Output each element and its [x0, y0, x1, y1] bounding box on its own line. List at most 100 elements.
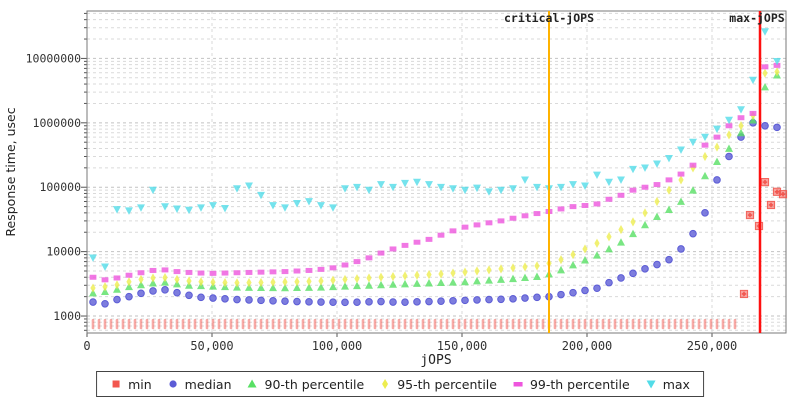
marker-max [101, 263, 109, 271]
marker-median [197, 293, 205, 302]
marker-p99 [185, 269, 193, 275]
marker-min [727, 318, 731, 330]
marker-max [461, 186, 469, 195]
marker-min [259, 318, 263, 330]
marker-min [523, 318, 527, 330]
marker-min [175, 318, 179, 330]
legend-marker-p99-icon [513, 382, 523, 387]
legend-marker-min [112, 380, 120, 388]
marker-max [509, 185, 517, 193]
marker-min [283, 318, 287, 330]
marker-p90 [629, 229, 637, 238]
marker-max [197, 204, 205, 212]
marker-max [473, 184, 481, 193]
marker-p95 [354, 274, 360, 284]
marker-p90 [317, 283, 325, 291]
marker-min [457, 318, 461, 330]
marker-median [101, 299, 109, 308]
marker-median [113, 295, 121, 304]
marker-min [109, 318, 113, 330]
marker-min [529, 318, 533, 330]
marker-p99 [257, 269, 265, 275]
marker-min [747, 212, 753, 218]
legend-marker-p99 [513, 382, 523, 387]
marker-p90 [389, 280, 397, 288]
marker-median [701, 209, 709, 217]
marker-p90 [341, 282, 349, 290]
annotation-label-critical-jops: critical-jOPS [504, 11, 594, 25]
marker-min [349, 318, 353, 330]
marker-p99 [701, 142, 709, 148]
marker-max [629, 165, 637, 174]
marker-min [355, 318, 359, 330]
marker-p99 [557, 206, 565, 212]
marker-p90 [701, 171, 709, 180]
marker-p90 [653, 212, 661, 220]
marker-max [341, 185, 349, 193]
marker-max [113, 206, 121, 214]
marker-p95 [510, 263, 516, 273]
marker-p95 [246, 278, 252, 288]
marker-max [137, 204, 145, 212]
marker-p95 [306, 276, 312, 286]
marker-p99 [761, 64, 769, 70]
marker-max [497, 186, 505, 195]
marker-p99 [365, 255, 373, 261]
marker-p90 [473, 276, 481, 285]
marker-min [415, 318, 419, 330]
marker-p90 [377, 280, 385, 289]
marker-median [329, 298, 337, 306]
marker-p95 [474, 266, 480, 276]
marker-median [521, 294, 529, 302]
series-p99 [89, 62, 781, 283]
marker-min [655, 318, 659, 330]
marker-max [305, 198, 313, 206]
marker-min [679, 318, 683, 330]
marker-max [401, 179, 409, 188]
marker-min [649, 318, 653, 330]
marker-min [583, 318, 587, 330]
marker-p99 [353, 259, 361, 265]
y-tick-label: 1000000 [33, 116, 82, 130]
marker-p95 [450, 268, 456, 278]
legend-marker-max [646, 380, 656, 389]
marker-median [161, 286, 169, 294]
x-tick-label: 50,000 [190, 339, 233, 353]
marker-min [205, 318, 209, 330]
marker-min [505, 318, 509, 330]
marker-max [149, 186, 157, 195]
marker-median [773, 123, 781, 132]
marker-p90 [329, 282, 337, 291]
marker-p99 [665, 177, 673, 183]
marker-min [607, 318, 611, 330]
marker-p99 [281, 269, 289, 275]
marker-min [103, 318, 107, 330]
marker-p95 [534, 261, 540, 271]
marker-median [605, 278, 613, 287]
marker-median [245, 296, 253, 304]
legend-label-p95: 95-th percentile [397, 376, 497, 392]
marker-p99 [209, 270, 217, 276]
marker-p90 [137, 280, 145, 289]
marker-min [313, 318, 317, 330]
marker-median [665, 255, 673, 264]
marker-min [741, 291, 747, 297]
marker-p99 [125, 272, 133, 278]
marker-min [307, 318, 311, 330]
marker-min [235, 318, 239, 330]
marker-min [703, 318, 707, 330]
legend-item-p99: 99-th percentile [512, 377, 630, 392]
marker-max [233, 185, 241, 193]
marker-min [541, 318, 545, 330]
marker-p95 [282, 277, 288, 287]
x-tick-label: 0 [83, 339, 90, 353]
marker-min [487, 318, 491, 330]
marker-max [593, 171, 601, 179]
marker-max [161, 203, 169, 211]
marker-min [217, 318, 221, 330]
marker-median [653, 260, 661, 269]
marker-p90 [593, 251, 601, 259]
marker-p90 [761, 82, 769, 91]
legend-item-p95: 95-th percentile [379, 377, 497, 392]
marker-p90 [269, 283, 277, 292]
